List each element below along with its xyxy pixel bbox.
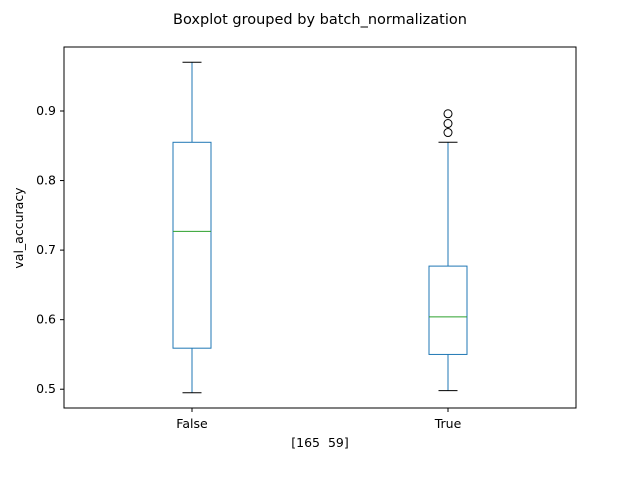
x-axis: False True [176, 408, 462, 431]
box-group-true [428, 109, 468, 392]
boxes [172, 61, 468, 394]
x-tick-label: True [434, 416, 462, 431]
outlier-point [443, 119, 453, 129]
x-axis-label: [165 59] [291, 435, 348, 450]
y-tick-label: 0.5 [36, 381, 56, 396]
iqr-box [172, 141, 212, 349]
box-group-false [172, 61, 212, 394]
x-tick-label: False [176, 416, 208, 431]
outlier-point [443, 128, 453, 138]
y-axis: 0.5 0.6 0.7 0.8 0.9 [36, 103, 64, 396]
chart-title: Boxplot grouped by batch_normalization [173, 12, 467, 28]
plot-area [63, 46, 577, 409]
y-tick-label: 0.7 [36, 242, 56, 257]
y-axis-label: val_accuracy [11, 187, 26, 269]
y-tick-label: 0.8 [36, 173, 56, 188]
outlier-point [443, 109, 453, 119]
y-tick-label: 0.6 [36, 312, 56, 327]
y-tick-label: 0.9 [36, 103, 56, 118]
plot-frame [63, 46, 577, 409]
iqr-box [428, 265, 468, 355]
